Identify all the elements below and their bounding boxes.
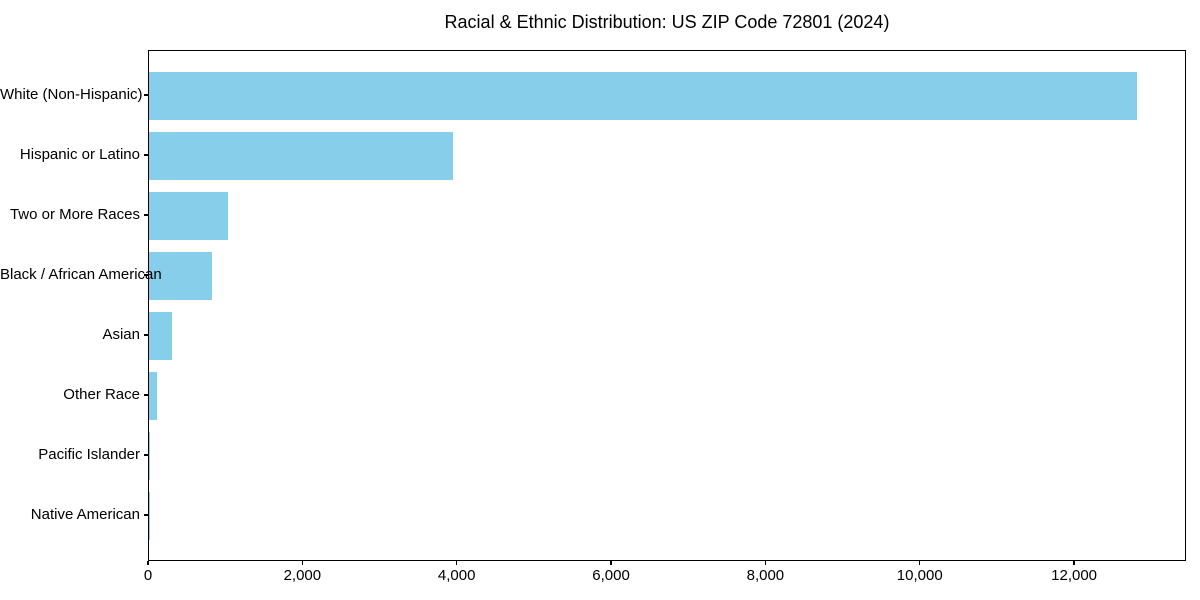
y-tick-mark: [144, 274, 148, 276]
bar-white-non-hispanic: [149, 72, 1137, 120]
y-tick-mark: [144, 514, 148, 516]
y-tick-label-other-race: Other Race: [63, 386, 140, 403]
y-tick-mark: [144, 214, 148, 216]
x-tick-label-4-000: 4,000: [437, 567, 476, 584]
y-tick-label-hispanic-or-latino: Hispanic or Latino: [19, 146, 140, 163]
y-tick-mark: [144, 394, 148, 396]
x-tick-mark: [1073, 561, 1075, 565]
bar-hispanic-or-latino: [149, 132, 454, 180]
y-tick-label-native-american: Native American: [30, 506, 140, 523]
x-tick-label-6-000: 6,000: [592, 567, 630, 584]
x-tick-mark: [147, 561, 149, 565]
x-tick-label-8-000: 8,000: [746, 567, 785, 584]
bar-black-african-american: [149, 252, 213, 300]
y-tick-label-black-african-american: Black / African American: [0, 266, 162, 283]
y-tick-mark: [144, 454, 148, 456]
x-tick-mark: [456, 561, 458, 565]
y-tick-label-pacific-islander: Pacific Islander: [38, 446, 140, 463]
bar-other-race: [149, 372, 158, 420]
y-tick-mark: [144, 94, 148, 96]
x-tick-label-10-000: 10,000: [896, 567, 943, 584]
y-tick-label-white-non-hispanic: White (Non-Hispanic): [0, 86, 143, 103]
chart-title: Racial & Ethnic Distribution: US ZIP Cod…: [444, 12, 890, 32]
y-tick-label-asian: Asian: [102, 326, 140, 343]
x-tick-mark: [301, 561, 303, 565]
x-tick-mark: [764, 561, 767, 565]
bar-pacific-islander: [149, 432, 151, 480]
bar-asian: [149, 312, 173, 360]
x-tick-mark: [919, 561, 921, 565]
y-tick-label-two-or-more-races: Two or More Races: [9, 206, 140, 223]
x-tick-label-2-000: 2,000: [283, 567, 322, 584]
y-tick-mark: [144, 154, 148, 156]
y-tick-mark: [144, 334, 148, 336]
x-tick-label-0: 0: [143, 567, 153, 584]
x-tick-label-12-000: 12,000: [1051, 567, 1098, 584]
x-tick-mark: [610, 561, 612, 565]
bar-two-or-more-races: [149, 192, 228, 240]
plot-area: [148, 50, 1186, 561]
